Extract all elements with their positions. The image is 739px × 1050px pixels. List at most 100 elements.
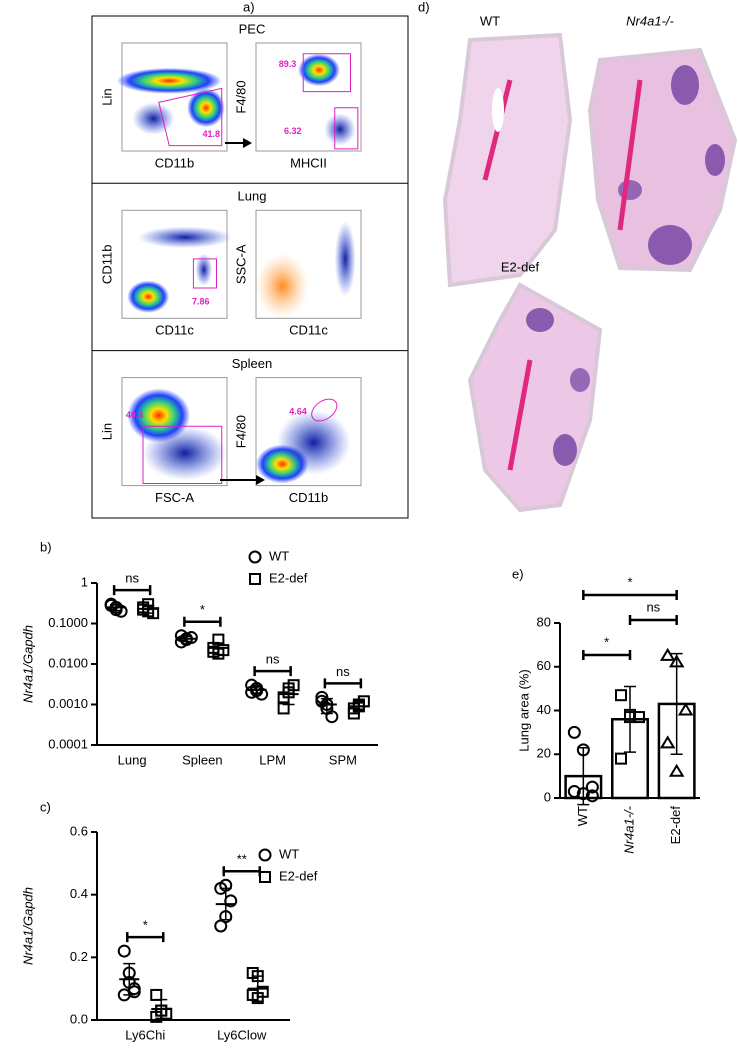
legend-marker <box>248 550 262 564</box>
flow-plot: 89.3 6.32 <box>255 42 362 152</box>
significance-label: ns <box>125 571 139 586</box>
legend-marker <box>249 573 261 585</box>
data-point <box>576 787 590 801</box>
y-axis-label: Lin <box>99 423 114 440</box>
y-tick-label: 0.0 <box>70 1011 88 1026</box>
x-tick-label: LPM <box>259 752 286 767</box>
significance-bracket <box>628 615 678 625</box>
x-tick-label: Nr4a1-/- <box>621 805 636 853</box>
arrow-head <box>256 475 265 485</box>
significance-label: * <box>200 602 205 617</box>
density-cloud <box>324 113 356 146</box>
legend-marker <box>258 848 272 862</box>
panel-label: a) <box>243 0 255 14</box>
panel-label: e) <box>512 566 524 581</box>
x-tick-label: E2-def <box>668 806 683 845</box>
y-tick-label: 0.4 <box>70 886 88 901</box>
x-axis-label: CD11c <box>155 323 194 338</box>
panel-label: d) <box>418 0 430 14</box>
x-tick-label: Ly6Chi <box>125 1027 165 1042</box>
x-axis-label: FSC-A <box>155 490 194 505</box>
gate-value: 6.32 <box>284 126 302 136</box>
significance-bracket <box>112 585 152 596</box>
error-bar <box>219 887 232 921</box>
gate-value: 40.4 <box>126 410 144 420</box>
data-point <box>567 784 581 798</box>
y-axis-label: Nr4a1/Gapdh <box>20 887 35 965</box>
error-bar <box>110 604 123 612</box>
density-cloud <box>334 221 356 297</box>
density-cloud <box>132 102 175 135</box>
significance-bracket <box>183 616 222 627</box>
y-tick-label: 40 <box>537 702 551 717</box>
error-bar <box>180 635 193 643</box>
x-tick-label: Spleen <box>182 752 222 767</box>
y-axis-label: CD11b <box>99 245 114 285</box>
flow-plot: 7.86 <box>121 209 233 319</box>
significance-label: ns <box>646 599 660 614</box>
data-point <box>277 702 290 715</box>
gate-value: 4.64 <box>289 407 307 417</box>
y-tick-label: 0.1000 <box>48 615 88 630</box>
significance-bracket <box>323 678 363 689</box>
error-bar <box>320 697 333 715</box>
y-axis-label: F4/80 <box>233 80 248 113</box>
y-tick-label: 0.6 <box>70 823 88 838</box>
density-cloud <box>137 226 233 249</box>
gate-shape <box>158 87 223 147</box>
significance-bracket <box>582 650 632 660</box>
density-cloud <box>187 88 225 128</box>
significance-label: * <box>627 574 632 589</box>
panel-label: c) <box>40 799 51 814</box>
data-point <box>677 702 694 716</box>
x-axis-label: CD11c <box>289 323 328 338</box>
significance-bracket <box>582 590 678 600</box>
legend-label: WT <box>279 846 299 861</box>
histology-images <box>442 32 738 513</box>
section-title: PEC <box>239 21 266 36</box>
flow-plot: 41.8 <box>116 42 228 152</box>
arrow-head <box>243 138 252 148</box>
error-bar <box>212 642 225 656</box>
x-axis-label: MHCII <box>290 155 327 170</box>
panel-label: b) <box>40 539 52 554</box>
gate-shape <box>334 107 359 150</box>
error-bar <box>142 604 155 614</box>
data-point <box>117 944 131 958</box>
significance-label: * <box>604 634 609 649</box>
gate-value: 89.3 <box>279 59 297 69</box>
y-tick-label: 20 <box>537 746 551 761</box>
x-tick-label: SPM <box>329 752 357 767</box>
significance-label: ns <box>336 664 350 679</box>
gate-shape <box>192 258 217 289</box>
data-point <box>576 743 590 757</box>
data-point <box>624 711 636 724</box>
significance-bracket <box>126 932 165 943</box>
density-cloud <box>195 253 213 286</box>
data-point <box>585 780 599 794</box>
y-axis-label: Lung area (%) <box>516 669 531 751</box>
significance-label: * <box>143 918 148 933</box>
x-axis-label: CD11b <box>155 155 195 170</box>
legend-label: E2-def <box>279 868 318 883</box>
density-cloud <box>143 426 227 481</box>
data-point <box>585 789 599 803</box>
gate-value: 41.8 <box>202 129 220 139</box>
y-axis-label: Nr4a1/Gapdh <box>20 625 35 703</box>
data-point <box>615 752 627 765</box>
significance-bracket <box>222 866 261 877</box>
panel-frame <box>91 15 409 519</box>
data-point <box>325 710 339 724</box>
y-tick-label: 0.0010 <box>48 696 88 711</box>
x-axis-label: CD11b <box>289 490 329 505</box>
gate-shape <box>311 398 338 422</box>
density-cloud <box>127 280 170 313</box>
flow-plot <box>255 209 362 319</box>
density-cloud <box>298 53 340 87</box>
density-cloud <box>277 410 351 475</box>
legend-label: WT <box>269 548 289 563</box>
image-label: WT <box>480 13 500 28</box>
x-tick-label: Ly6Clow <box>217 1027 267 1042</box>
section-title: Lung <box>238 189 267 204</box>
